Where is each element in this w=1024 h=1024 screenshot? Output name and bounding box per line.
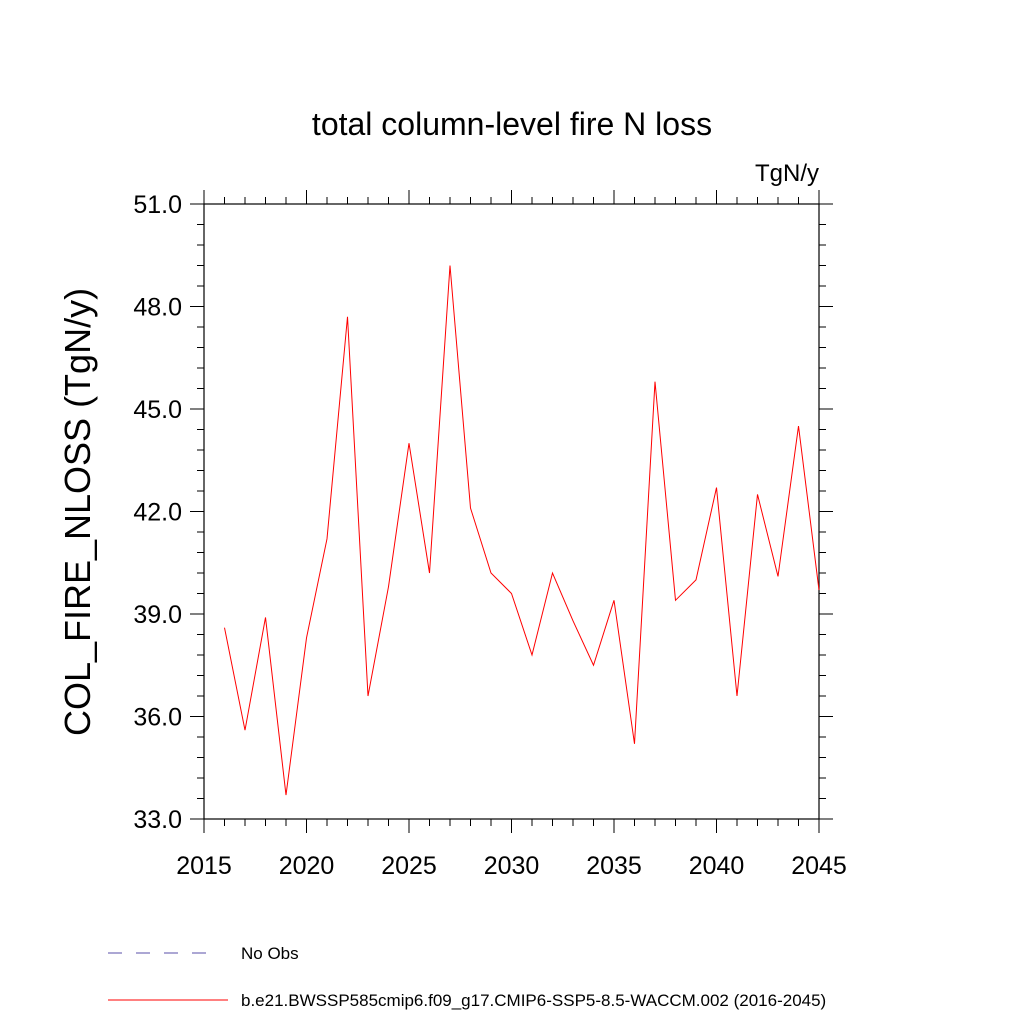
legend-label-no-obs: No Obs bbox=[241, 944, 299, 963]
y-tick-label: 36.0 bbox=[133, 704, 182, 732]
series-line bbox=[224, 265, 820, 796]
x-tick-label: 2015 bbox=[176, 852, 232, 880]
legend-label-run: b.e21.BWSSP585cmip6.f09_g17.CMIP6-SSP5-8… bbox=[241, 991, 826, 1010]
legend: No Obs b.e21.BWSSP585cmip6.f09_g17.CMIP6… bbox=[108, 944, 826, 1010]
y-tick-label: 42.0 bbox=[133, 499, 182, 527]
y-tick-label: 48.0 bbox=[133, 294, 182, 322]
y-tick-label: 51.0 bbox=[133, 191, 182, 219]
units-label: TgN/y bbox=[755, 160, 819, 187]
y-axis-label: COL_FIRE_NLOSS (TgN/y) bbox=[57, 288, 98, 736]
x-tick-label: 2020 bbox=[279, 852, 335, 880]
y-tick-label: 33.0 bbox=[133, 806, 182, 834]
x-tick-label: 2030 bbox=[484, 852, 540, 880]
x-tick-label: 2045 bbox=[791, 852, 847, 880]
chart-title: total column-level fire N loss bbox=[312, 106, 712, 142]
x-tick-label: 2035 bbox=[586, 852, 642, 880]
y-tick-label: 45.0 bbox=[133, 396, 182, 424]
axis-ticks: 2015 2020 2025 2030 2035 2040 2045 33.0 36.0 39.0… bbox=[133, 190, 847, 880]
series-group bbox=[224, 265, 820, 796]
y-tick-label: 39.0 bbox=[133, 601, 182, 629]
x-tick-label: 2040 bbox=[689, 852, 745, 880]
x-tick-label: 2025 bbox=[381, 852, 437, 880]
plot-frame bbox=[203, 203, 820, 820]
